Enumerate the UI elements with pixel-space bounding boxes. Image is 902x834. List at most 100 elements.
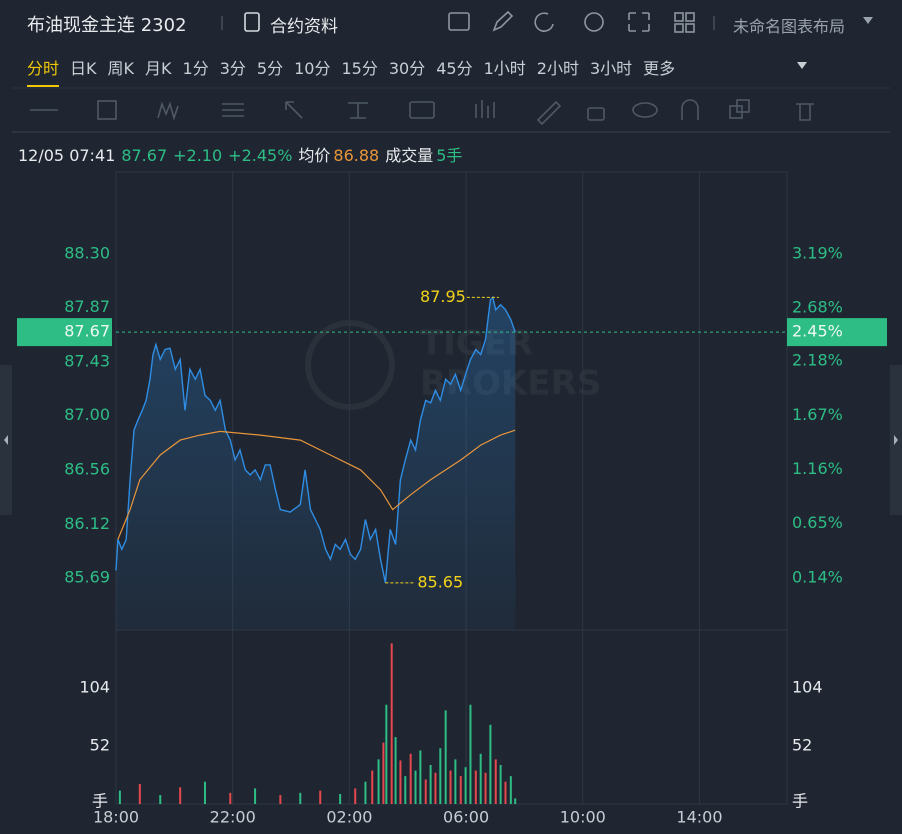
- volume-bar: [434, 772, 437, 804]
- instrument-title: 布油现金主连 2302: [27, 15, 187, 36]
- x-tick-label: 14:00: [676, 808, 722, 827]
- tool-arrow[interactable]: [285, 101, 303, 119]
- tool-pen[interactable]: [536, 100, 562, 126]
- timeframe[interactable]: 分时: [27, 55, 60, 87]
- volume-tick-label: 104: [792, 678, 823, 697]
- y-tick-label: 87.43: [64, 351, 110, 370]
- y-tick-label: 85.69: [64, 567, 110, 586]
- volume-bar: [394, 737, 397, 804]
- right-arrow[interactable]: [894, 435, 898, 445]
- header-icons: [448, 10, 695, 33]
- x-tick-label: 06:00: [443, 808, 489, 827]
- series-line: [117, 429, 516, 540]
- volume-bar: [279, 795, 282, 804]
- y2-tick-label: 1.16%: [792, 459, 843, 478]
- volume-bar: [454, 759, 457, 804]
- watermark-logo: [305, 320, 395, 410]
- volume-bar: [390, 643, 393, 804]
- dropdown-arrow[interactable]: [863, 17, 873, 24]
- tool-label[interactable]: [409, 101, 435, 119]
- volume-bar: [444, 710, 447, 804]
- y2-tick-label: 2.18%: [792, 351, 843, 370]
- volume-bar: [439, 748, 442, 804]
- timeframe[interactable]: 45分: [436, 59, 473, 78]
- header: 布油现金主连 2302 合约资料 未命名图表布局: [0, 0, 902, 46]
- undo-icon[interactable]: [534, 12, 554, 32]
- volume-bar: [399, 760, 402, 804]
- volume-bar: [118, 790, 121, 804]
- settings-icon[interactable]: [584, 12, 604, 32]
- volume-bar: [459, 776, 462, 804]
- x-tick-label: 10:00: [560, 808, 606, 827]
- volume-bar: [429, 764, 432, 804]
- volume-bar: [364, 781, 367, 804]
- volume-bar: [319, 790, 322, 804]
- left-arrow[interactable]: [4, 435, 8, 445]
- volume-bar: [339, 793, 342, 804]
- volume-bar: [419, 750, 422, 804]
- volume-bar: [514, 798, 517, 804]
- y2-tick-label: 3.19%: [792, 243, 843, 262]
- volume-bar: [499, 764, 502, 804]
- timeframe[interactable]: 30分: [388, 59, 426, 78]
- timeframe[interactable]: 月K: [145, 59, 172, 78]
- tool-trash[interactable]: [796, 103, 814, 121]
- volume-bar: [489, 724, 492, 804]
- volume-bar: [469, 704, 472, 804]
- timeframe[interactable]: 2小时: [536, 59, 579, 78]
- chart-icon[interactable]: [448, 12, 470, 31]
- tool-magnet[interactable]: [681, 99, 699, 120]
- min-label: 85.65: [417, 572, 463, 591]
- price-area: [116, 297, 516, 630]
- volume-tick-label: 52: [90, 736, 110, 755]
- y2-tick-label: 0.65%: [792, 513, 843, 532]
- quote-datetime: 12/05 07:41: [18, 146, 116, 165]
- last-pct-box: [787, 318, 887, 347]
- timeframe[interactable]: 日K: [70, 59, 97, 78]
- fullscreen-icon[interactable]: [628, 12, 650, 32]
- volume-bar: [377, 759, 380, 804]
- quote-line: 12/05 07:41 87.67 +2.10 +2.45% 均价 86.88 成交量 5手: [18, 142, 468, 166]
- volume-bar: [229, 792, 232, 804]
- tool-rect[interactable]: [97, 100, 117, 120]
- timeframe[interactable]: 更多: [643, 59, 676, 78]
- tool-text[interactable]: [348, 102, 368, 119]
- timeframe[interactable]: 15分: [341, 59, 378, 78]
- timeframe[interactable]: 3分: [219, 59, 246, 78]
- volume-bar: [479, 753, 482, 804]
- tool-wave[interactable]: [157, 101, 179, 121]
- volume-bar: [371, 770, 374, 804]
- timeframe[interactable]: 1小时: [483, 59, 526, 78]
- tool-lock[interactable]: [587, 107, 605, 121]
- y-tick-label: 86.12: [64, 514, 110, 533]
- last-pct-label: 2.45%: [792, 322, 843, 341]
- tool-eye[interactable]: [632, 102, 658, 118]
- timeframe[interactable]: 10分: [294, 59, 331, 78]
- volume-bar: [299, 792, 302, 804]
- grid-icon[interactable]: [674, 12, 684, 22]
- layout-name[interactable]: 未命名图表布局: [733, 17, 846, 36]
- edit-icon[interactable]: [492, 10, 514, 32]
- volume-bar: [382, 742, 385, 804]
- volume-bar: [484, 772, 487, 804]
- volume-bar: [474, 770, 477, 804]
- volume-unit: 手: [792, 792, 808, 811]
- quote-change-pct: +2.45%: [228, 146, 293, 165]
- timeframe[interactable]: 5分: [256, 59, 284, 78]
- doc-icon[interactable]: [244, 12, 260, 32]
- volume-value: 5手: [436, 146, 463, 165]
- more-arrow[interactable]: [797, 62, 807, 69]
- timeframe[interactable]: 周K: [107, 59, 135, 78]
- tool-bars[interactable]: [475, 100, 495, 118]
- timeframe[interactable]: 1分: [182, 59, 209, 78]
- tool-fib[interactable]: [222, 103, 244, 117]
- volume-unit: 手: [92, 792, 108, 811]
- y2-tick-label: 0.14%: [792, 567, 843, 586]
- contract-info[interactable]: 合约资料: [270, 17, 338, 37]
- timeframe[interactable]: 3小时: [589, 59, 633, 78]
- x-tick-label: 02:00: [326, 808, 372, 827]
- avg-label: 均价: [298, 146, 331, 165]
